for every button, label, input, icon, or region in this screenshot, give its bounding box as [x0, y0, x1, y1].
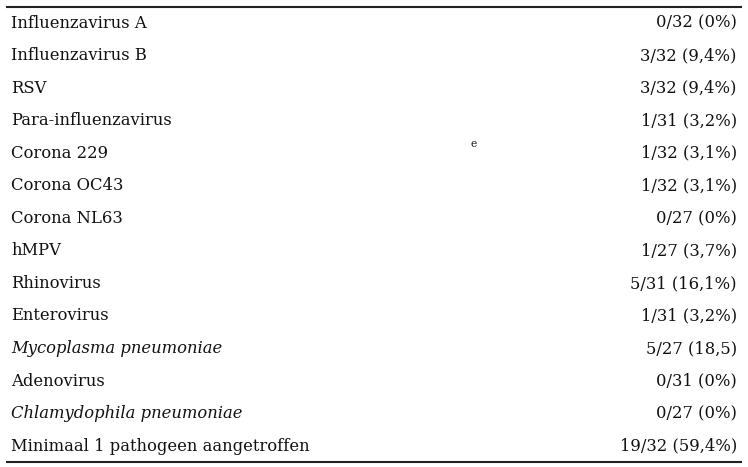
Text: e: e	[470, 139, 476, 149]
Text: 1/27 (3,7%): 1/27 (3,7%)	[640, 242, 737, 260]
Text: 3/32 (9,4%): 3/32 (9,4%)	[640, 47, 737, 64]
Text: 0/27 (0%): 0/27 (0%)	[656, 210, 737, 227]
Text: 0/32 (0%): 0/32 (0%)	[656, 15, 737, 32]
Text: Adenovirus: Adenovirus	[11, 373, 105, 389]
Text: 19/32 (59,4%): 19/32 (59,4%)	[619, 438, 737, 454]
Text: Corona OC43: Corona OC43	[11, 177, 123, 194]
Text: Corona NL63: Corona NL63	[11, 210, 123, 227]
Text: hMPV: hMPV	[11, 242, 61, 260]
Text: 1/32 (3,1%): 1/32 (3,1%)	[640, 177, 737, 194]
Text: 0/27 (0%): 0/27 (0%)	[656, 405, 737, 422]
Text: Minimaal 1 pathogeen aangetroffen: Minimaal 1 pathogeen aangetroffen	[11, 438, 310, 454]
Text: 3/32 (9,4%): 3/32 (9,4%)	[640, 80, 737, 97]
Text: Para-influenzavirus: Para-influenzavirus	[11, 113, 172, 129]
Text: 0/31 (0%): 0/31 (0%)	[656, 373, 737, 389]
Text: RSV: RSV	[11, 80, 46, 97]
Text: Corona 229: Corona 229	[11, 145, 108, 162]
Text: 1/31 (3,2%): 1/31 (3,2%)	[640, 113, 737, 129]
Text: 5/31 (16,1%): 5/31 (16,1%)	[631, 275, 737, 292]
Text: Influenzavirus B: Influenzavirus B	[11, 47, 147, 64]
Text: Chlamydophila pneumoniae: Chlamydophila pneumoniae	[11, 405, 242, 422]
Text: Mycoplasma pneumoniae: Mycoplasma pneumoniae	[11, 340, 222, 357]
Text: 1/32 (3,1%): 1/32 (3,1%)	[640, 145, 737, 162]
Text: Influenzavirus A: Influenzavirus A	[11, 15, 147, 32]
Text: Enterovirus: Enterovirus	[11, 307, 109, 325]
Text: 5/27 (18,5): 5/27 (18,5)	[646, 340, 737, 357]
Text: Rhinovirus: Rhinovirus	[11, 275, 101, 292]
Text: 1/31 (3,2%): 1/31 (3,2%)	[640, 307, 737, 325]
